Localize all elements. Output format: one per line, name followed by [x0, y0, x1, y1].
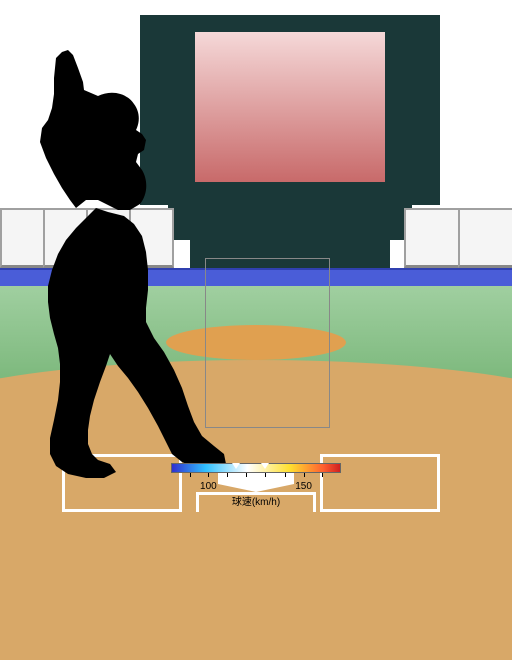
speed-legend-tick-label: 100 [200, 481, 217, 492]
speed-legend-axis-label: 球速(km/h) [156, 493, 356, 508]
stand-segment [458, 208, 512, 268]
stand-segment [404, 208, 460, 268]
speed-legend-ticks: 100 150 [171, 481, 341, 495]
speed-legend-tick-label: 150 [295, 481, 312, 492]
speed-legend-tick [304, 473, 305, 477]
batter-icon [0, 50, 228, 480]
speed-legend-tick [227, 473, 228, 477]
pitch-location-scene: 100 150 球速(km/h) [0, 0, 512, 512]
stands-right [404, 208, 512, 268]
speed-legend-tick [190, 473, 191, 477]
speed-legend-notch [261, 463, 269, 469]
speed-legend: 100 150 球速(km/h) [156, 463, 356, 508]
speed-legend-tick [208, 473, 209, 477]
speed-legend-tickmarks [171, 473, 341, 481]
speed-legend-tick [285, 473, 286, 477]
batter-silhouette [0, 50, 228, 480]
speed-legend-tick [265, 473, 266, 477]
speed-legend-tick [322, 473, 323, 477]
speed-legend-tick [246, 473, 247, 477]
speed-legend-notch [232, 463, 240, 469]
